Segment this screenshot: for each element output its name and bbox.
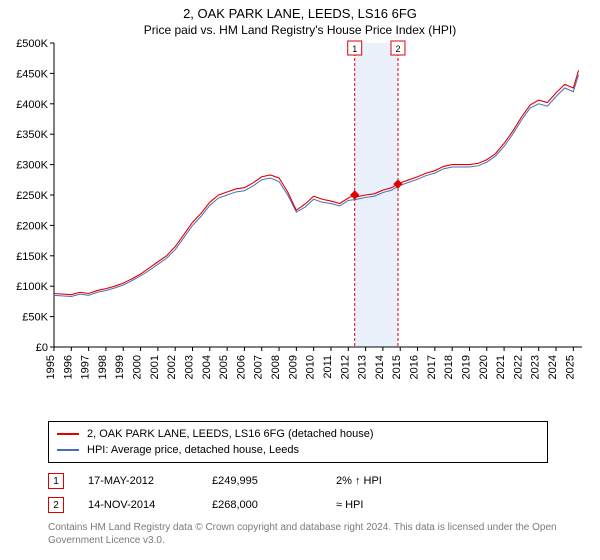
svg-text:2023: 2023	[530, 355, 542, 379]
sale-price-2: £268,000	[212, 499, 312, 511]
sales-table: 1 17-MAY-2012 £249,995 2% ↑ HPI 2 14-NOV…	[48, 473, 600, 513]
svg-text:1998: 1998	[97, 355, 109, 379]
svg-text:2018: 2018	[443, 355, 455, 379]
svg-text:2003: 2003	[183, 355, 195, 379]
svg-text:£450K: £450K	[16, 68, 48, 80]
svg-text:£300K: £300K	[16, 160, 48, 172]
svg-text:2016: 2016	[409, 355, 421, 379]
sale-row-2: 2 14-NOV-2014 £268,000 ≈ HPI	[48, 497, 600, 513]
chart-svg: £0 £50K £100K £150K £200K £250K £300K £350K £400…	[0, 37, 600, 417]
svg-text:£400K: £400K	[16, 99, 48, 111]
svg-text:2017: 2017	[426, 355, 438, 379]
svg-text:2011: 2011	[322, 355, 334, 379]
svg-text:£150K: £150K	[16, 251, 48, 263]
sale-id-box-1: 1	[48, 473, 64, 489]
sale-id-box-2: 2	[48, 497, 64, 513]
sale-price-1: £249,995	[212, 475, 312, 487]
svg-text:1: 1	[352, 44, 357, 54]
svg-text:2006: 2006	[235, 355, 247, 379]
legend-item-property: 2, OAK PARK LANE, LEEDS, LS16 6FG (detac…	[57, 426, 539, 442]
svg-text:2014: 2014	[374, 355, 386, 379]
svg-text:2000: 2000	[132, 355, 144, 379]
svg-text:2013: 2013	[357, 355, 369, 379]
svg-text:£250K: £250K	[16, 190, 48, 202]
svg-text:2007: 2007	[253, 355, 265, 379]
chart-area: £0 £50K £100K £150K £200K £250K £300K £350K £400…	[0, 37, 600, 417]
legend-label-property: 2, OAK PARK LANE, LEEDS, LS16 6FG (detac…	[87, 428, 374, 440]
svg-text:2: 2	[395, 44, 400, 54]
svg-text:1997: 1997	[80, 355, 92, 379]
svg-text:2010: 2010	[305, 355, 317, 379]
sale-delta-1: 2% ↑ HPI	[336, 475, 436, 487]
svg-text:2024: 2024	[547, 355, 559, 379]
sale-date-1: 17-MAY-2012	[88, 475, 188, 487]
legend-swatch-property	[57, 433, 79, 435]
svg-text:2004: 2004	[201, 355, 213, 379]
svg-text:2008: 2008	[270, 355, 282, 379]
svg-text:£500K: £500K	[16, 38, 48, 50]
svg-text:2021: 2021	[495, 355, 507, 379]
legend-item-hpi: HPI: Average price, detached house, Leed…	[57, 442, 539, 458]
svg-text:2020: 2020	[478, 355, 490, 379]
chart-title: 2, OAK PARK LANE, LEEDS, LS16 6FG	[0, 6, 600, 21]
svg-text:2012: 2012	[339, 355, 351, 379]
svg-text:1995: 1995	[45, 355, 57, 379]
legend-box: 2, OAK PARK LANE, LEEDS, LS16 6FG (detac…	[48, 421, 548, 463]
sale-delta-2: ≈ HPI	[336, 499, 436, 511]
svg-text:2009: 2009	[287, 355, 299, 379]
svg-text:2015: 2015	[391, 355, 403, 379]
svg-text:2002: 2002	[166, 355, 178, 379]
sale-date-2: 14-NOV-2014	[88, 499, 188, 511]
svg-text:£350K: £350K	[16, 129, 48, 141]
legend-label-hpi: HPI: Average price, detached house, Leed…	[87, 444, 299, 456]
svg-text:2025: 2025	[564, 355, 576, 379]
svg-text:2001: 2001	[149, 355, 161, 379]
svg-text:2022: 2022	[512, 355, 524, 379]
sale-row-1: 1 17-MAY-2012 £249,995 2% ↑ HPI	[48, 473, 600, 489]
svg-text:1999: 1999	[114, 355, 126, 379]
svg-text:£0: £0	[36, 342, 48, 354]
svg-text:2005: 2005	[218, 355, 230, 379]
chart-subtitle: Price paid vs. HM Land Registry's House …	[0, 23, 600, 37]
svg-text:£50K: £50K	[22, 312, 48, 324]
attribution-text: Contains HM Land Registry data © Crown c…	[48, 521, 568, 547]
svg-text:£200K: £200K	[16, 220, 48, 232]
legend-swatch-hpi	[57, 449, 79, 451]
svg-text:£100K: £100K	[16, 281, 48, 293]
svg-text:1996: 1996	[62, 355, 74, 379]
svg-text:2019: 2019	[460, 355, 472, 379]
